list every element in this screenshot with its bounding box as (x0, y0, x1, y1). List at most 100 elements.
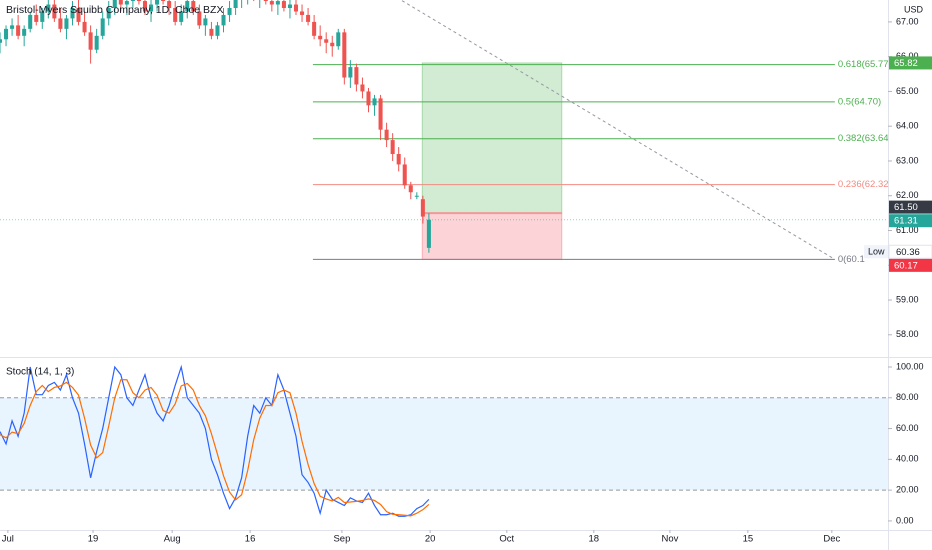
x-tick-label: Nov (661, 534, 678, 545)
x-tick-label: Sep (333, 534, 350, 545)
chart-title: Bristol-Myers Squibb Company, 1D, Cboe B… (6, 4, 223, 16)
y-tick-label: 66.00 (896, 51, 919, 61)
fib-label: 0.618(65.77 (838, 59, 889, 70)
x-tick-label: 18 (589, 534, 600, 545)
x-tick-label: Dec (823, 534, 840, 545)
candle-body (4, 28, 9, 40)
target-price-label: 65.82 (894, 58, 918, 69)
candle-body (118, 0, 123, 5)
stoch-y-tick-label: 20.00 (896, 485, 919, 495)
x-tick-label: Oct (499, 534, 514, 545)
candle-body (306, 14, 311, 22)
candle-body (300, 11, 305, 15)
candle-body (197, 11, 202, 26)
y-tick-label: 67.00 (896, 16, 919, 26)
candle-body (155, 0, 160, 5)
candle-body (82, 21, 87, 33)
candle-body (275, 1, 280, 5)
candle-body (354, 67, 359, 85)
candle-body (324, 39, 329, 43)
candle-body (414, 195, 419, 197)
candle-body (366, 91, 371, 106)
candle-body (106, 7, 111, 19)
candle-body (76, 7, 81, 22)
candle-body (378, 98, 383, 130)
candle-body (64, 18, 69, 29)
candle-body (88, 32, 93, 50)
candle-body (209, 28, 214, 36)
candle-body (46, 4, 51, 12)
stoch-y-tick-label: 0.00 (896, 515, 914, 525)
candle-body (360, 84, 365, 92)
fib-label: 0.5(64.70) (838, 96, 881, 107)
axes: 58.00 59.00 60.00 61.00 62.00 63.00 64.00 65.00… (2, 16, 932, 545)
stop-price-label-box (889, 258, 932, 272)
stop-zone (421, 212, 563, 260)
y-tick-label: 58.00 (896, 329, 919, 339)
candle-body (287, 4, 292, 8)
entry-price-label-box (889, 200, 932, 214)
candle-body (420, 199, 425, 217)
candle-body (330, 42, 335, 47)
currency: USD (904, 4, 924, 14)
candle-body (233, 0, 238, 8)
y-tick-label: 63.00 (896, 155, 919, 165)
candle-body (227, 7, 232, 15)
candle-body (112, 0, 117, 8)
stoch-y-tick-label: 40.00 (896, 454, 919, 464)
low-tag: Low (868, 247, 885, 257)
stoch-y-tick-label: 60.00 (896, 423, 919, 433)
low-box (888, 244, 932, 259)
stoch-line (0, 379, 430, 517)
candle-body (149, 4, 154, 12)
candle-body (52, 4, 57, 19)
candle-body (16, 25, 21, 36)
candle-body (281, 1, 286, 8)
candle-body (312, 21, 317, 36)
fib-label: 0(60.1 (838, 254, 865, 265)
candle-body (269, 1, 274, 5)
candle-body (100, 18, 105, 36)
x-tick-label: 20 (425, 534, 436, 545)
stoch-y-tick-label: 80.00 (896, 392, 919, 402)
profit-zone (421, 62, 563, 214)
last-price-label-box (889, 214, 932, 228)
y-tick-label: 64.00 (896, 121, 919, 131)
candle-body (342, 32, 347, 78)
y-tick-label: 59.00 (896, 294, 919, 304)
candle-body (336, 32, 341, 47)
stoch-pane (0, 364, 888, 517)
price-pane: 0.618(65.77 0.5(64.70) 0.382(63.64 0.236(62… (0, 0, 889, 265)
candle-body (28, 14, 33, 29)
candle-body (293, 4, 299, 12)
y-tick-label: 65.00 (896, 86, 919, 96)
candle-body (10, 25, 15, 29)
candle-body (372, 98, 377, 106)
candle-body (348, 67, 353, 78)
y-tick-label: 62.00 (896, 190, 919, 200)
candle-body (179, 11, 184, 22)
x-tick-label: Aug (164, 534, 181, 545)
candle-body (263, 0, 268, 2)
x-tick-label: 19 (88, 534, 99, 545)
indicator-title: Stoch (14, 1, 3) (6, 367, 74, 378)
trend-line (399, 0, 836, 260)
candle-body (215, 25, 220, 36)
candle-body (384, 129, 389, 141)
candle-body (142, 1, 147, 12)
candle-body (221, 14, 226, 26)
candle-body (0, 39, 3, 43)
fib-label: 0.236(62.32 (838, 179, 889, 190)
fib-label: 0.382(63.64 (838, 133, 889, 144)
candle-body (124, 1, 129, 5)
candle-body (426, 219, 431, 248)
candle-body (40, 11, 45, 22)
candle-body (402, 164, 407, 186)
candle-body (191, 1, 196, 12)
low-tag-box (864, 245, 888, 259)
candle-body (58, 18, 63, 29)
candle-body (34, 14, 39, 22)
stop-price-label: 60.17 (894, 260, 918, 271)
x-tick-label: 16 (245, 534, 256, 545)
